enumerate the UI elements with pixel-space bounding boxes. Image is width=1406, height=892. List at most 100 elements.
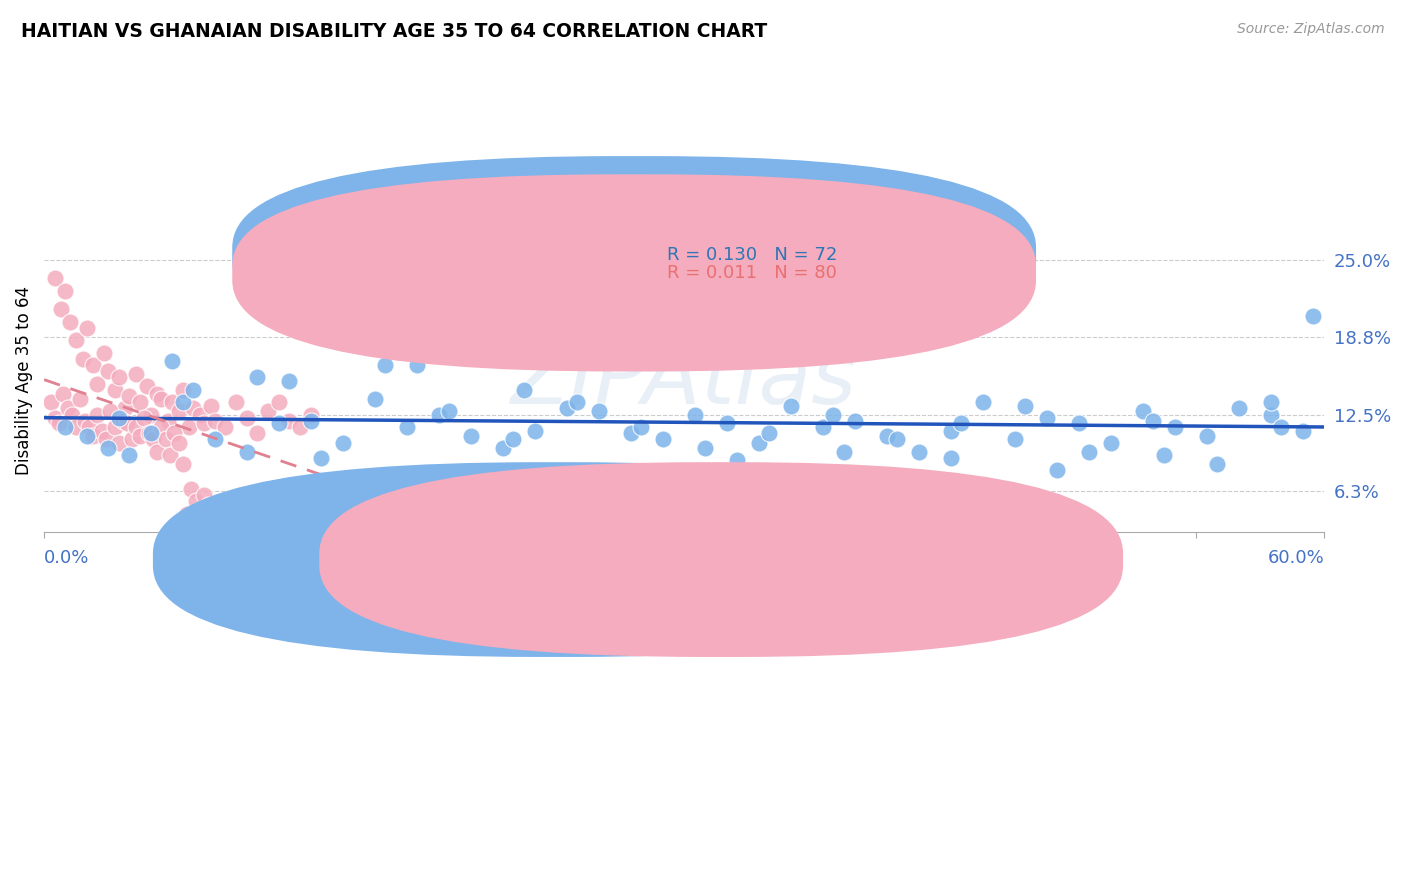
Point [651,433,673,447]
Point [332,436,354,450]
Point [114,401,136,416]
Point [683,408,706,422]
Point [299,414,322,428]
Point [460,428,482,442]
Point [267,417,290,431]
Point [39,395,62,409]
Point [179,420,201,434]
Point [146,386,169,401]
Point [107,411,129,425]
Point [155,433,177,447]
Point [56,401,79,416]
Point [204,433,226,447]
Point [172,395,194,409]
Point [1035,411,1057,425]
Point [150,392,173,406]
Point [939,450,962,465]
Point [65,334,87,348]
Point [1260,408,1282,422]
Point [65,420,87,434]
Point [939,424,962,438]
Text: R = 0.011   N = 80: R = 0.011 N = 80 [668,264,838,282]
Point [197,498,219,512]
FancyBboxPatch shape [319,462,1123,657]
Point [267,395,290,409]
Point [98,404,121,418]
Point [103,383,125,397]
Point [72,351,94,366]
Point [876,428,898,442]
Point [523,424,546,438]
Point [204,414,226,428]
Point [176,507,198,521]
Point [246,370,269,384]
Point [1260,395,1282,409]
Point [167,436,190,450]
Point [716,417,738,431]
Point [257,404,280,418]
Point [94,433,117,447]
Point [1153,449,1175,463]
Point [630,420,652,434]
Text: ZIPAtlas: ZIPAtlas [510,339,858,422]
FancyBboxPatch shape [232,174,1036,371]
Point [183,383,205,397]
FancyBboxPatch shape [153,462,956,657]
Point [82,358,104,372]
Point [193,488,215,502]
Text: HAITIAN VS GHANAIAN DISABILITY AGE 35 TO 64 CORRELATION CHART: HAITIAN VS GHANAIAN DISABILITY AGE 35 TO… [21,22,768,41]
Point [73,414,96,428]
Point [121,433,143,447]
Point [567,395,589,409]
Point [620,426,643,441]
Text: Ghanaians: Ghanaians [752,550,839,568]
Point [758,426,780,441]
Point [236,411,259,425]
Text: 0.0%: 0.0% [44,549,90,567]
Point [69,392,91,406]
Point [55,420,77,434]
Point [214,420,236,434]
Point [135,379,157,393]
Point [1046,463,1069,477]
Point [159,449,181,463]
Point [48,417,70,431]
Point [288,420,311,434]
Point [311,450,333,465]
Point [142,433,165,447]
Point [118,389,141,403]
Point [208,516,231,530]
Point [278,374,301,388]
Point [76,321,98,335]
Point [86,376,108,391]
Point [188,503,211,517]
Point [125,367,148,381]
Point [1004,433,1026,447]
Point [555,401,578,416]
Point [1195,428,1218,442]
Point [695,441,717,455]
Point [236,444,259,458]
Point [52,386,75,401]
Point [156,414,179,428]
Point [188,408,211,422]
Point [103,420,125,434]
Point [60,408,83,422]
Point [395,420,418,434]
Point [125,420,148,434]
Point [193,417,215,431]
Point [97,441,120,455]
Point [1206,457,1229,471]
Point [86,408,108,422]
Point [364,392,387,406]
Point [107,436,129,450]
Point [1292,424,1315,438]
Point [134,411,156,425]
Point [160,354,183,368]
Text: Source: ZipAtlas.com: Source: ZipAtlas.com [1237,22,1385,37]
Point [139,408,162,422]
Point [1078,444,1101,458]
Point [129,428,152,442]
Point [90,424,112,438]
Point [1014,399,1036,413]
